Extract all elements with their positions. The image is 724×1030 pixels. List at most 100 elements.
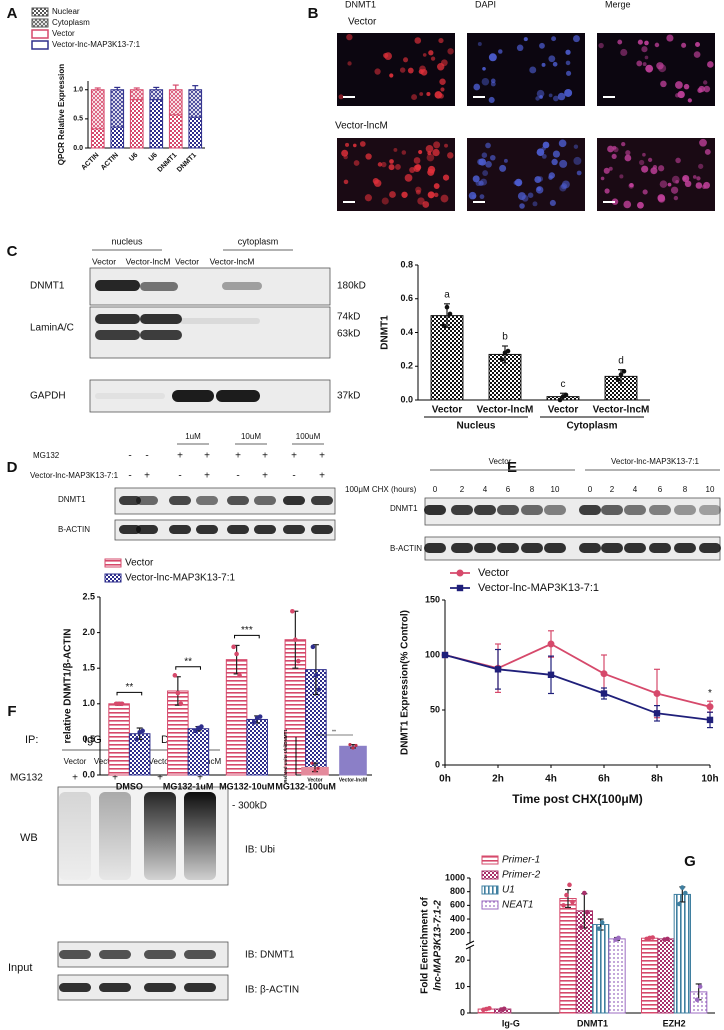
label: 0 [433,485,438,494]
annotation: * [708,688,712,699]
data-point [234,651,239,657]
legend-swatch [31,29,49,39]
cell [559,184,567,192]
cell [419,65,426,73]
blot-band [674,543,696,553]
blot-band [544,543,566,553]
label: Input [8,962,32,974]
cell [433,183,440,189]
cell [667,182,672,187]
cell [430,56,436,61]
blot-band [95,314,140,324]
x-tick-label: ACTIN [80,152,100,172]
cell [488,53,497,62]
legend-label: Vector [478,567,510,579]
cell [418,149,423,155]
row-label: Vector-lncM [335,121,388,132]
line [444,642,711,708]
blot-band [311,496,333,505]
label: - [128,471,131,482]
label: IB: Ubi [245,845,275,856]
cell [703,181,711,189]
cell [422,53,427,57]
blot-band [544,505,566,515]
blot-band [451,543,473,553]
cell [638,159,645,166]
cell [434,91,443,99]
annotation: d [618,355,624,366]
bar [246,718,268,776]
blot-band [424,543,446,553]
blot-band [579,505,601,515]
bar [149,89,164,101]
blot-band [169,496,191,505]
blot-band [283,496,305,505]
cell [539,42,545,49]
axis-break [465,940,475,946]
marker [441,651,449,659]
blot-band [95,393,165,399]
legend-label: Cytoplasm [52,18,90,27]
legend-swatch [481,900,499,910]
data-point [310,644,316,650]
cell [341,149,349,157]
label: + [319,471,325,482]
panel-label: A [7,5,18,22]
data-point [505,348,511,354]
blot-band [196,496,218,505]
cell [641,46,648,53]
x-tick-label: 6h [598,774,610,785]
cell [600,176,605,181]
label: B-ACTIN [390,544,422,553]
cell [343,154,348,160]
label: GAPDH [30,391,66,402]
blot-band [99,950,131,959]
cell [548,55,556,63]
bar [188,116,203,149]
marker [547,671,555,678]
data-point [567,882,572,888]
y-tick-label: 0.0 [82,769,95,779]
label: + [177,451,183,462]
blot-band [699,543,721,553]
panel-label: F [7,703,16,720]
blot-band [624,505,646,515]
cell [527,192,534,198]
x-tick-label: ACTIN [100,152,120,172]
legend-swatch [481,870,499,880]
label: - [178,471,181,482]
cell [413,157,421,164]
cell [675,93,680,98]
data-point [557,397,563,403]
label: LaminA/C [30,323,74,334]
blot-smear [59,792,91,880]
cell [535,96,540,101]
bar [168,89,183,116]
cell [699,138,707,147]
cell [536,186,542,192]
cell [389,191,396,198]
y-axis-label: Fold Eenrichment of [420,896,431,993]
label: DNMT1 [30,281,65,292]
significance-bracket [175,666,201,670]
blot-band [196,525,218,534]
bar [657,938,675,1014]
cell [479,194,485,200]
cell [637,39,643,45]
label: Vector [64,757,87,766]
group-label: Nucleus [457,421,496,432]
cell [419,92,424,96]
cell [644,55,649,60]
x-tick-label: DMSO [116,781,143,791]
cell [447,152,454,159]
bar [90,89,105,130]
cell [393,147,398,152]
cell [433,192,439,198]
cell [440,87,445,92]
cell [381,197,389,205]
panel-label: B [308,5,319,22]
blot-band [649,505,671,515]
label: + [204,451,210,462]
label: MG132 [10,773,43,784]
